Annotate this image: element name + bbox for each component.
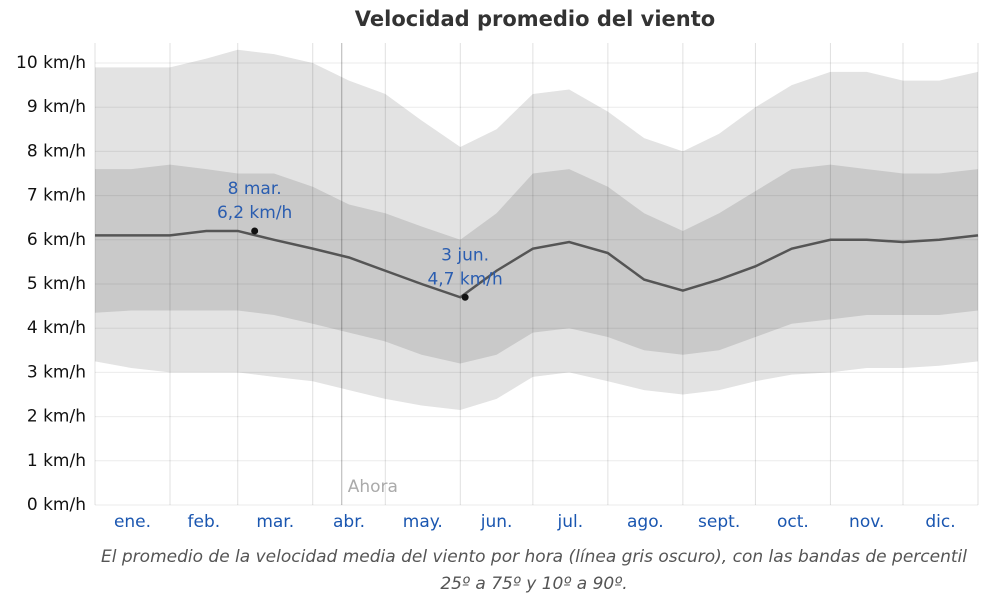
y-tick-label: 9 km/h: [27, 97, 86, 117]
y-tick-label: 2 km/h: [27, 407, 86, 427]
x-tick-label: nov.: [849, 512, 884, 532]
annotation-point: [251, 227, 259, 235]
x-tick-label: may.: [403, 512, 443, 532]
y-tick-label: 6 km/h: [27, 230, 86, 250]
x-tick-label: ene.: [114, 512, 151, 532]
x-tick-label: dic.: [925, 512, 955, 532]
annotation-value: 4,7 km/h: [427, 269, 502, 289]
annotation-date: 8 mar.: [228, 179, 282, 199]
x-tick-label: ago.: [627, 512, 664, 532]
y-tick-label: 7 km/h: [27, 186, 86, 206]
y-tick-label: 5 km/h: [27, 274, 86, 294]
annotation-value: 6,2 km/h: [217, 203, 292, 223]
caption: El promedio de la velocidad media del vi…: [101, 547, 967, 594]
y-tick-label: 3 km/h: [27, 362, 86, 382]
x-tick-label: oct.: [777, 512, 809, 532]
chart-title: Velocidad promedio del viento: [355, 7, 715, 31]
y-tick-label: 8 km/h: [27, 141, 86, 161]
chart: Velocidad promedio del viento 0 km/h 1 km…: [16, 7, 979, 532]
y-tick-label: 0 km/h: [27, 495, 86, 515]
band-25-75: [95, 164, 978, 364]
x-tick-label: jun.: [480, 512, 513, 532]
y-tick-label: 4 km/h: [27, 318, 86, 338]
x-tick-label: feb.: [188, 512, 221, 532]
y-tick-label: 10 km/h: [16, 53, 86, 73]
x-tick-label: abr.: [333, 512, 365, 532]
now-label: Ahora: [348, 477, 398, 497]
x-tick-label: mar.: [256, 512, 294, 532]
annotation-point: [461, 293, 469, 301]
y-tick-label: 1 km/h: [27, 451, 86, 471]
annotation-date: 3 jun.: [441, 245, 489, 265]
mean-line: [95, 229, 979, 299]
x-tick-label: jul.: [557, 512, 584, 532]
x-tick-label: sept.: [698, 512, 740, 532]
